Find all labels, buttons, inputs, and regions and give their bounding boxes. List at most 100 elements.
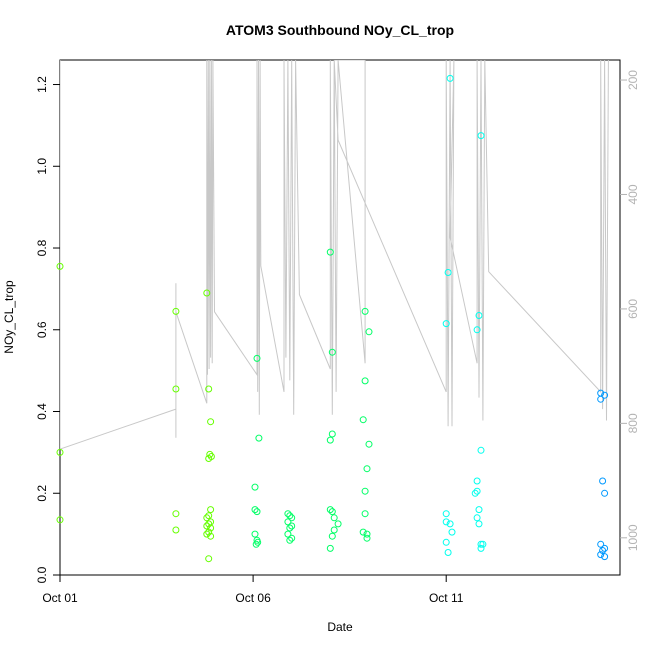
data-point [328, 348, 336, 356]
data-point [597, 395, 605, 403]
data-point [288, 534, 296, 542]
chart-title: ATOM3 Southbound NOy_CL_trop [226, 22, 454, 38]
data-point [363, 465, 371, 473]
y2-tick-label: 600 [626, 299, 640, 319]
data-point [361, 510, 369, 518]
data-point [205, 512, 213, 520]
x-tick-label: Oct 06 [235, 591, 271, 605]
data-point [475, 312, 483, 319]
data-point [601, 489, 609, 497]
data-point [330, 514, 338, 522]
y-tick-label: 1.2 [35, 76, 49, 93]
data-point [597, 551, 605, 559]
data-point [326, 544, 334, 552]
data-point [442, 538, 450, 546]
pressure-line-layer [60, 60, 609, 450]
data-point [254, 538, 262, 546]
y-tick-label: 0.2 [35, 485, 49, 502]
data-point [172, 307, 180, 315]
data-point [56, 448, 64, 456]
data-point [205, 455, 213, 462]
data-point [284, 530, 292, 538]
data-point [328, 430, 336, 438]
data-point [444, 549, 452, 556]
plot-frame [59, 59, 621, 576]
data-point [207, 532, 215, 540]
data-point [442, 518, 450, 526]
data-point [479, 540, 487, 548]
data-point [597, 540, 605, 548]
data-point [207, 418, 215, 426]
y2-tick-label: 200 [626, 70, 640, 90]
data-point [203, 530, 211, 538]
x-tick-label: Oct 01 [42, 591, 78, 605]
data-point [205, 385, 213, 393]
data-point [475, 520, 483, 528]
data-point [56, 262, 64, 270]
data-point [286, 512, 294, 520]
y-tick-label: 1.0 [35, 158, 49, 175]
data-point [446, 520, 454, 528]
data-point [475, 506, 483, 514]
x-tick-label: Oct 11 [429, 591, 464, 605]
data-point [601, 544, 609, 552]
data-point [326, 436, 334, 444]
data-point [473, 487, 481, 495]
data-point [205, 555, 213, 563]
data-point [363, 534, 371, 542]
x-axis-label: Date [327, 620, 353, 634]
y-axis-label: NOy_CL_trop [2, 280, 16, 354]
data-point [251, 506, 259, 514]
y2-tick-label: 1000 [626, 524, 640, 551]
data-point [361, 377, 369, 385]
data-point [286, 524, 294, 532]
y2-axis-right: 200 400 600 800 1000 [620, 70, 640, 551]
data-point [477, 446, 485, 454]
points-layer [56, 74, 609, 563]
data-point [477, 132, 485, 140]
data-point [444, 269, 452, 276]
y2-tick-label: 800 [626, 413, 640, 433]
data-point [334, 520, 342, 528]
data-point [252, 540, 260, 548]
y-axis: 0.0 0.2 0.4 0.6 0.8 1.0 1.2 [35, 76, 60, 583]
data-point [365, 440, 373, 448]
y-tick-label: 0.6 [35, 321, 49, 338]
data-point [207, 506, 215, 514]
data-point [284, 518, 292, 526]
data-point [172, 510, 180, 518]
data-point [206, 450, 214, 458]
data-point [599, 477, 607, 485]
data-point [442, 320, 450, 328]
data-point [284, 510, 292, 518]
data-point [172, 526, 180, 534]
data-point [326, 506, 334, 514]
data-point [359, 416, 367, 424]
data-point [448, 528, 456, 536]
data-point [359, 528, 367, 536]
pressure-line [60, 60, 609, 450]
data-point [361, 307, 369, 315]
data-point [251, 483, 259, 491]
y2-tick-label: 400 [626, 184, 640, 204]
data-point [328, 508, 336, 516]
data-point [473, 514, 481, 522]
data-point [473, 477, 481, 485]
data-point [286, 536, 294, 544]
data-point [203, 514, 211, 522]
data-point [172, 385, 180, 393]
data-point [56, 516, 64, 524]
data-point [326, 248, 334, 256]
data-point [203, 522, 211, 530]
data-point [442, 510, 450, 518]
data-point [473, 326, 481, 334]
data-point [253, 354, 261, 362]
data-point [601, 553, 609, 561]
y-tick-label: 0.0 [35, 566, 49, 583]
data-point [251, 530, 259, 538]
data-point [365, 328, 373, 336]
y-tick-label: 0.8 [35, 239, 49, 256]
data-point [203, 289, 211, 297]
data-point [471, 489, 479, 497]
